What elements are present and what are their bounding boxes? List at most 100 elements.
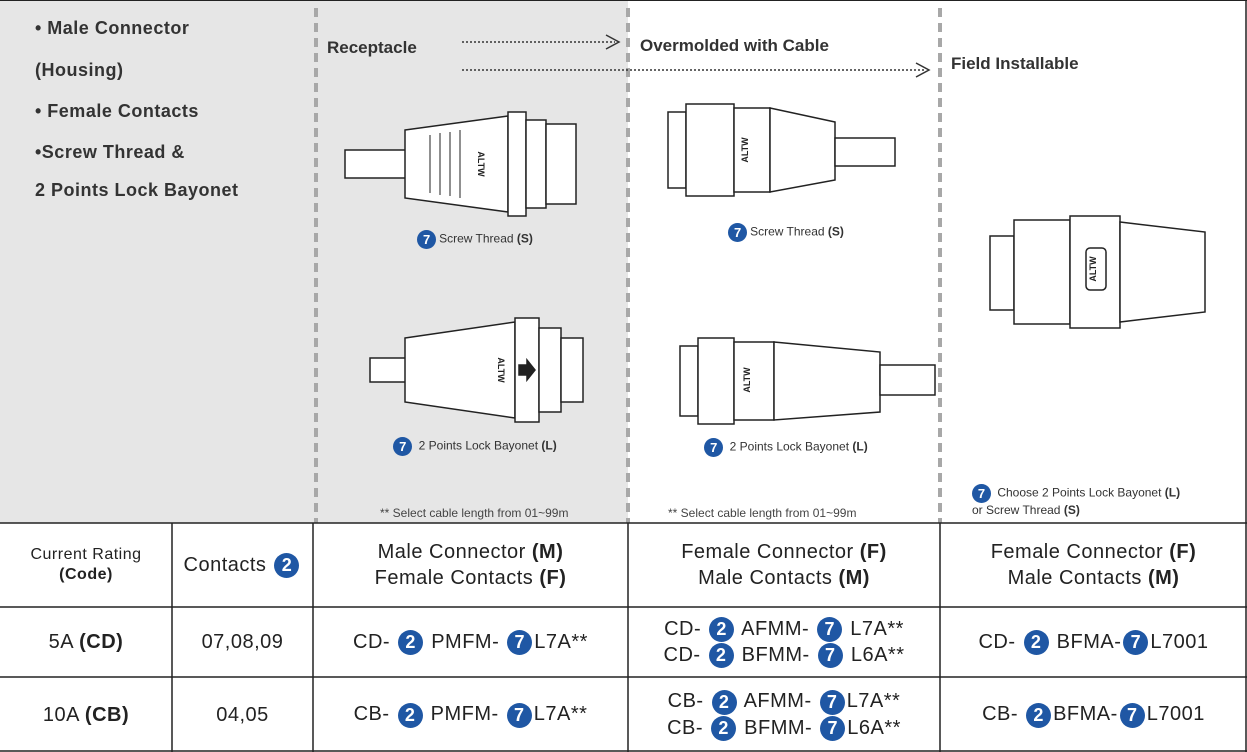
bold-text: (L) [541,438,557,453]
column-dividers [314,8,942,523]
text: CD- [663,644,707,666]
text: 10A [42,703,85,726]
text: L7A** [533,703,588,726]
table-cell: Male Connector (M) Female Contacts (F) [313,523,628,607]
number-badge: 7 [817,617,843,642]
table-cell: CD- 2 BFMA- 7 L7001 [940,607,1247,677]
brand: ALTW [742,367,752,393]
text-line: Male Connector (M) [378,539,564,565]
text-line: 7 2 Points Lock Bayonet (L) [325,437,625,456]
number-badge: 2 [274,553,300,579]
feature-text: • Male Connector [35,18,190,38]
text: L7001 [1146,703,1205,726]
brand-marks: ALTW ALTW ALTW ALTW ALTW [476,137,1098,393]
text: Female Connector [990,541,1170,563]
number-badge: 7 [819,689,845,715]
receptacle-screw-drawing [344,111,577,217]
table-cell: CB- 2 AFMM- 7 L7A** CB- 2 BFMM- 7 L6A** [628,677,940,752]
text: L7A** [534,630,588,653]
feature-text: •Screw Thread & [35,142,185,162]
option-label: 7 Screw Thread (S) [325,230,625,249]
text: Female Contacts [374,567,540,589]
text: CD- [353,630,397,653]
number-badge: 7 [820,715,846,741]
text: AFMM- [738,690,818,713]
text: CD- [978,630,1022,653]
text-line: (Code) [59,565,113,585]
text: L6A** [847,716,901,739]
overmolded-screw-drawing [667,103,896,197]
text-line: 7 Screw Thread (S) [325,230,625,249]
number-badge: 7 [1123,630,1149,656]
feature-text: 2 Points Lock Bayonet [35,180,239,200]
number-badge: 7 [704,438,724,457]
text: Female Connector [681,541,860,563]
text: 5A [48,631,80,653]
text: Current Rating [30,546,142,563]
bold-text: (L) [852,439,868,454]
number-badge: 2 [1023,630,1049,656]
field-installable-drawing [989,215,1206,329]
table-cell: CD- 2 AFMM- 7 L7A** CD- 2 BFMM- 7 L6A** [628,607,940,677]
text: L6A** [844,644,905,666]
number-badge: 7 [728,223,748,242]
table-cell: CD- 2 PMFM- 7 L7A** [313,607,628,677]
text-line: Female Connector (F) [991,539,1197,565]
table-cell: 5A (CD) [0,607,172,677]
bold-text: (F) [859,541,887,563]
text-line: 10A (CB) [43,702,129,728]
text-line: 04,05 [216,702,269,728]
option-label: 7 Choose 2 Points Lock Bayonet (L) or Scr… [972,484,1242,517]
number-badge: 7 [972,484,991,503]
text: Male Connector [377,541,532,563]
bold-text: (CB) [84,703,130,726]
text: BFMA- [1050,630,1122,653]
text: L7A** [844,617,904,640]
text: AFMM- [736,617,816,640]
text: BFMA- [1053,703,1118,726]
number-badge: 7 [506,702,532,728]
bold-text: (Code) [59,566,113,583]
text-line: Contacts 2 [183,552,302,579]
text-line: CB- 2 AFMM- 7 L7A** [667,688,901,715]
text: L7A** [846,690,901,713]
bold-text: (M) [1147,567,1180,589]
text: PMFM- [425,630,506,653]
bold-text: (CD) [79,631,124,653]
text: Male Contacts [1007,567,1148,589]
column-title: Field Installable [951,54,1079,73]
table-cell: Contacts 2 [172,523,313,607]
text: Screw Thread [439,231,517,246]
text-line: Male Contacts (M) [1008,565,1180,591]
number-badge: 2 [711,715,737,741]
option-label: 7 2 Points Lock Bayonet (L) [325,437,625,456]
bold-text: (M) [531,541,564,563]
option-label: 7 Screw Thread (S) [636,223,936,242]
brand: ALTW [740,137,750,163]
number-badge: 7 [393,437,413,456]
text-line: CB- 2 BFMM- 7 L6A** [667,715,901,741]
number-badge: 2 [709,617,735,642]
text-line: 7 2 Points Lock Bayonet (L) [636,438,936,457]
bold-text: (F) [539,567,567,589]
text: 07,08,09 [201,631,284,653]
brand: ALTW [1088,256,1098,282]
text-line: CD- 2 BFMA- 7 L7001 [978,629,1208,656]
text-line: CD- 2 PMFM- 7 L7A** [353,629,588,656]
text-line: 7 Screw Thread (S) [636,223,936,242]
text: or Screw Thread [972,503,1064,517]
text-line: CD- 2 AFMM- 7 L7A** [664,616,904,642]
text-line: CD- 2 BFMM- 7 L6A** [663,642,905,669]
arrows [462,41,925,71]
text: 04,05 [216,703,269,726]
text: Contacts [183,553,273,576]
table-cell: CB- 2 PMFM- 7 L7A** [313,677,628,752]
text: CB- [667,690,710,713]
text: CB- [667,716,710,739]
overmolded-bayonet-drawing [679,337,936,425]
text-line: 5A (CD) [49,629,124,655]
number-badge: 7 [507,630,533,656]
number-badge: 2 [1026,702,1052,728]
text-line: or Screw Thread (S) [972,503,1242,517]
